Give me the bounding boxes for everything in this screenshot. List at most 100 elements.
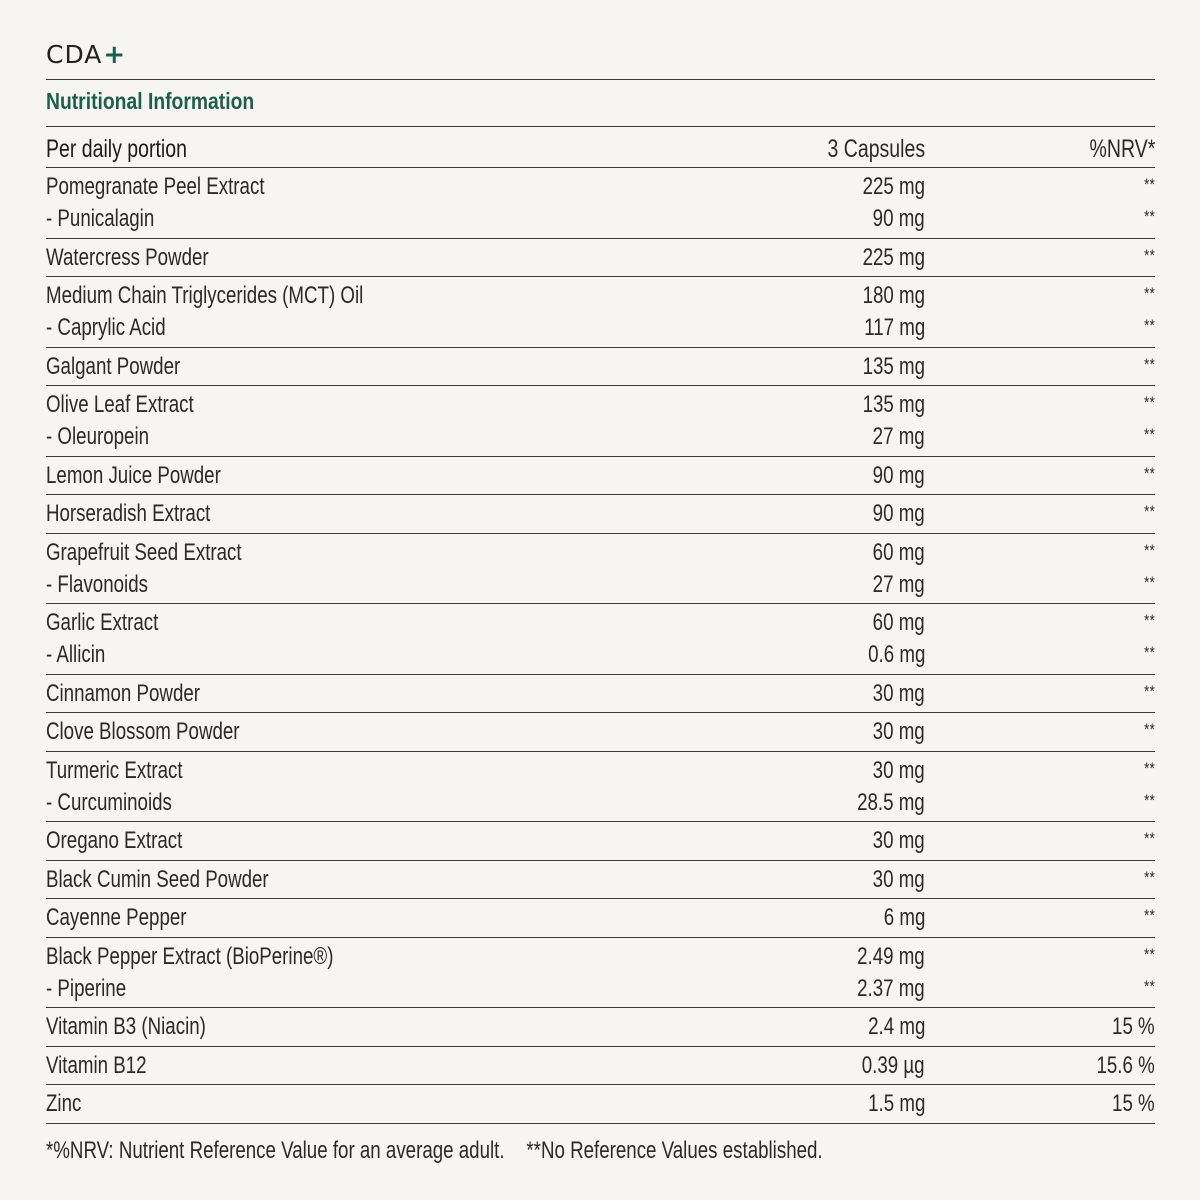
column-header-amount: 3 Capsules (827, 135, 925, 163)
table-row: Pomegranate Peel Extract 225 mg ** - Punica… (46, 168, 1155, 239)
ingredient-name: Watercress Powder (46, 243, 209, 271)
table-header: Per daily portion 3 Capsules %NRV* (46, 127, 1155, 168)
ingredient-amount: 117 mg (863, 314, 925, 341)
ingredient-name: Vitamin B12 (46, 1051, 147, 1079)
ingredient-nrv: ** (1143, 175, 1155, 194)
ingredient-amount: 2.49 mg (857, 942, 925, 970)
top-divider (46, 79, 1155, 80)
ingredient-amount: 6 mg (883, 904, 925, 931)
ingredient-nrv: ** (1143, 906, 1155, 925)
ingredient-nrv: ** (1143, 316, 1155, 335)
table-row: Cinnamon Powder 30 mg ** (46, 675, 1155, 713)
table-row: Grapefruit Seed Extract 60 mg ** - Flavonoi… (46, 534, 1155, 604)
table-row: Vitamin B12 0.39 µg 15.6 % (46, 1047, 1155, 1085)
ingredient-amount: 180 mg (862, 282, 925, 309)
section-title: Nutritional Information (46, 88, 255, 114)
ingredient-amount: 30 mg (872, 827, 925, 854)
table-body: Pomegranate Peel Extract 225 mg ** - Punica… (46, 168, 1155, 1124)
ingredient-nrv: ** (1143, 393, 1155, 412)
table-row: Galgant Powder 135 mg ** (46, 348, 1155, 386)
ingredient-nrv: ** (1143, 829, 1155, 848)
ingredient-nrv: ** (1143, 572, 1155, 592)
ingredient-amount: 90 mg (872, 461, 925, 489)
sub-ingredient-name: - Flavonoids (46, 570, 148, 598)
ingredient-amount: 60 mg (872, 609, 925, 636)
ingredient-name: Medium Chain Triglycerides (MCT) Oil (46, 282, 364, 309)
ingredient-amount: 30 mg (872, 679, 925, 707)
ingredient-amount: 2.37 mg (857, 974, 925, 1002)
sub-ingredient-name: - Curcuminoids (46, 788, 172, 816)
ingredient-amount: 90 mg (872, 205, 925, 232)
table-row: Black Cumin Seed Powder 30 mg ** (46, 861, 1155, 899)
table-row: Watercress Powder 225 mg ** (46, 239, 1155, 277)
ingredient-amount: 90 mg (872, 500, 925, 527)
table-row: Garlic Extract 60 mg ** - Allicin 0.6 mg ** (46, 604, 1155, 675)
ingredient-nrv: 15 % (1112, 1013, 1155, 1040)
sub-ingredient-name: - Caprylic Acid (46, 314, 166, 341)
ingredient-amount: 27 mg (872, 423, 925, 450)
sub-ingredient-name: - Oleuropein (46, 423, 150, 450)
ingredient-name: Horseradish Extract (46, 500, 211, 527)
ingredient-name: Turmeric Extract (46, 756, 183, 784)
ingredient-nrv: ** (1143, 681, 1155, 701)
ingredient-nrv: 15 % (1112, 1090, 1155, 1117)
ingredient-name: Clove Blossom Powder (46, 718, 240, 745)
ingredient-name: Garlic Extract (46, 609, 159, 636)
ingredient-amount: 135 mg (862, 391, 925, 418)
footnote-nrv: *%NRV: Nutrient Reference Value for an a… (46, 1137, 505, 1164)
ingredient-nrv: ** (1143, 867, 1155, 887)
ingredient-amount: 1.5 mg (867, 1090, 925, 1117)
ingredient-name: Grapefruit Seed Extract (46, 538, 242, 566)
ingredient-nrv: ** (1143, 425, 1155, 444)
ingredient-nrv: ** (1143, 502, 1155, 521)
sub-ingredient-name: - Allicin (46, 641, 106, 668)
ingredient-name: Cayenne Pepper (46, 904, 187, 931)
table-row: Lemon Juice Powder 90 mg ** (46, 457, 1155, 495)
ingredient-nrv: ** (1143, 207, 1155, 226)
ingredient-name: Pomegranate Peel Extract (46, 173, 265, 200)
ingredient-name: Olive Leaf Extract (46, 391, 194, 418)
nutrition-table: Per daily portion 3 Capsules %NRV* Pomeg… (46, 127, 1155, 1124)
ingredient-name: Black Cumin Seed Powder (46, 865, 269, 893)
table-row: Medium Chain Triglycerides (MCT) Oil 180 … (46, 277, 1155, 348)
ingredient-amount: 135 mg (862, 352, 925, 380)
table-row: Oregano Extract 30 mg ** (46, 822, 1155, 861)
ingredient-name: Zinc (46, 1090, 82, 1117)
table-row: Olive Leaf Extract 135 mg ** - Oleuropein 27… (46, 386, 1155, 457)
ingredient-name: Oregano Extract (46, 827, 183, 854)
column-header-portion: Per daily portion (46, 135, 187, 163)
ingredient-amount: 28.5 mg (857, 788, 925, 816)
brand-plus-mark: + (103, 40, 127, 70)
ingredient-nrv: ** (1143, 758, 1155, 778)
footnote-no-reference: **No Reference Values established. (526, 1137, 823, 1164)
ingredient-nrv: ** (1143, 611, 1155, 630)
column-header-nrv: %NRV* (1089, 135, 1155, 163)
ingredient-amount: 27 mg (872, 570, 925, 598)
brand-name: CDA (46, 40, 103, 69)
ingredient-name: Cinnamon Powder (46, 679, 201, 707)
table-row: Black Pepper Extract (BioPerine®) 2.49 mg… (46, 938, 1155, 1008)
ingredient-nrv: 15.6 % (1096, 1051, 1155, 1079)
ingredient-amount: 225 mg (862, 243, 925, 271)
ingredient-amount: 225 mg (862, 173, 925, 200)
ingredient-nrv: ** (1143, 284, 1155, 303)
ingredient-amount: 60 mg (872, 538, 925, 566)
table-row: Turmeric Extract 30 mg ** - Curcuminoids 28.… (46, 752, 1155, 822)
ingredient-name: Vitamin B3 (Niacin) (46, 1013, 206, 1040)
footnotes: *%NRV: Nutrient Reference Value for an a… (46, 1137, 823, 1165)
ingredient-nrv: ** (1143, 540, 1155, 560)
ingredient-nrv: ** (1143, 463, 1155, 483)
table-row: Cayenne Pepper 6 mg ** (46, 899, 1155, 938)
ingredient-name: Galgant Powder (46, 352, 181, 380)
ingredient-amount: 0.6 mg (867, 641, 925, 668)
brand-logo: CDA+ (46, 40, 126, 70)
ingredient-amount: 30 mg (872, 718, 925, 745)
ingredient-nrv: ** (1143, 720, 1155, 739)
sub-ingredient-name: - Punicalagin (46, 205, 155, 232)
ingredient-nrv: ** (1143, 354, 1155, 374)
ingredient-nrv: ** (1143, 976, 1155, 996)
table-row: Zinc 1.5 mg 15 % (46, 1085, 1155, 1124)
ingredient-nrv: ** (1143, 245, 1155, 265)
ingredient-amount: 0.39 µg (862, 1051, 925, 1079)
